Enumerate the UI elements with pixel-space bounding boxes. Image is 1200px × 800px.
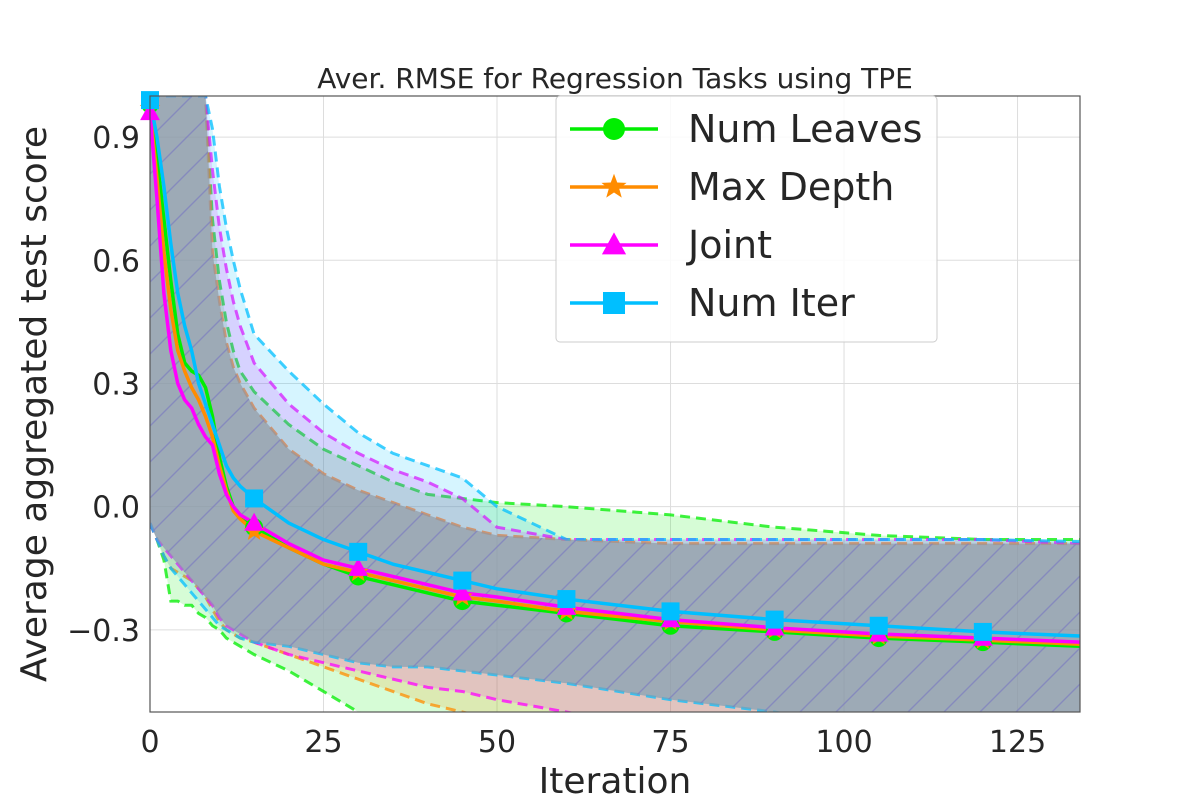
x-tick-label: 25 xyxy=(304,725,342,760)
series-line xyxy=(150,112,1080,644)
y-tick-label: 0.0 xyxy=(92,491,140,526)
x-tick-label: 75 xyxy=(651,725,689,760)
data-point xyxy=(244,512,265,531)
x-tick-label: 125 xyxy=(989,725,1046,760)
data-point xyxy=(348,557,369,576)
data-point xyxy=(452,582,473,601)
x-axis-label: Iteration xyxy=(539,761,692,800)
x-tick-label: 0 xyxy=(140,725,159,760)
data-point xyxy=(601,232,627,255)
data-point xyxy=(557,590,576,609)
legend-entry-label: Max Depth xyxy=(688,165,894,209)
data-point xyxy=(765,610,784,629)
y-tick-label: 0.9 xyxy=(92,121,140,156)
y-tick-label: −0.3 xyxy=(67,614,140,649)
legend-entry-label: Num Iter xyxy=(688,281,855,325)
series-line xyxy=(150,103,1080,649)
data-point xyxy=(869,616,888,635)
band-upper-edge xyxy=(150,96,1080,544)
y-tick-label: 0.6 xyxy=(92,244,140,279)
chart-title: Aver. RMSE for Regression Tasks using TP… xyxy=(317,62,913,95)
data-point xyxy=(349,542,368,561)
data-point xyxy=(601,173,627,198)
legend-entry-label: Joint xyxy=(686,223,772,267)
legend-entry-label: Num Leaves xyxy=(688,107,922,151)
legend: Num Leaves Max Depth Joint Num Iter xyxy=(555,95,938,343)
x-tick-label: 100 xyxy=(815,725,872,760)
y-axis-label: Average aggregated test score xyxy=(14,126,55,682)
x-tick-label: 50 xyxy=(478,725,516,760)
band-upper-edge xyxy=(150,96,1080,546)
overlap-hatch xyxy=(150,96,1080,712)
data-point xyxy=(603,118,625,140)
legend-box xyxy=(555,95,938,343)
data-point xyxy=(603,292,625,314)
axis-ticks: 0 25 50 75 100 125 −0.3 0.0 0.3 0.6 0.9 xyxy=(67,121,1046,760)
series-markers xyxy=(139,91,994,652)
data-point xyxy=(661,602,680,621)
y-tick-label: 0.3 xyxy=(92,367,140,402)
data-point xyxy=(245,489,264,508)
data-point xyxy=(453,571,472,590)
band-upper-edge xyxy=(150,96,1080,542)
data-point xyxy=(973,622,992,641)
